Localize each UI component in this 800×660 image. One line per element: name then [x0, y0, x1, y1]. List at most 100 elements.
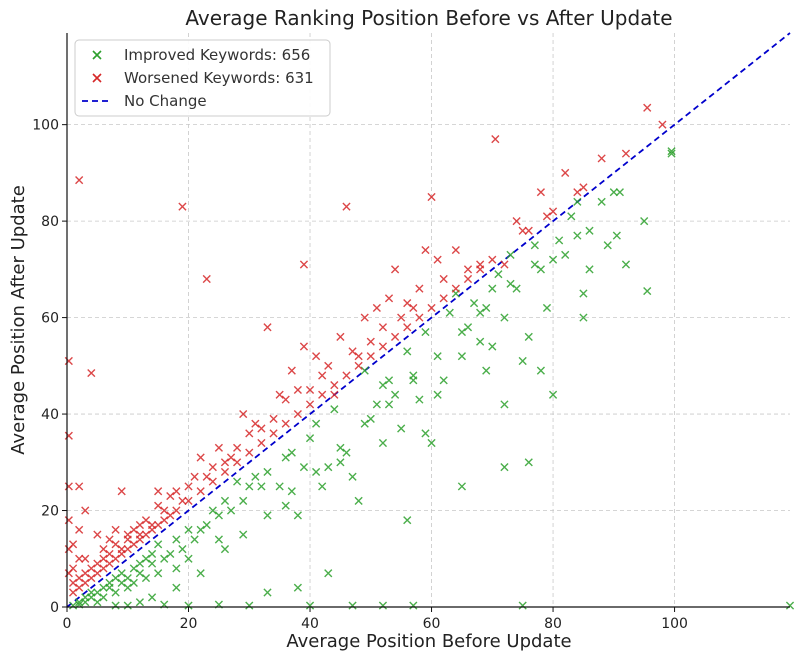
worsened-point-118	[293, 409, 302, 419]
worsened-point-81	[75, 176, 84, 185]
improved-point-94	[160, 554, 169, 563]
improved-point-89	[184, 554, 193, 563]
improved-point-158	[609, 188, 618, 197]
worsened-point-85	[64, 356, 73, 366]
worsened-point-106	[160, 516, 169, 525]
x-tick-label-3: 60	[423, 616, 441, 632]
worsened-point-62	[178, 496, 187, 505]
improved-point-12	[561, 250, 570, 259]
improved-point-32	[476, 308, 485, 317]
improved-point-86	[196, 525, 205, 534]
worsened-point-74	[111, 540, 120, 549]
worsened-point-140	[93, 530, 102, 539]
worsened-point-88	[64, 516, 73, 525]
worsened-point-141	[99, 545, 108, 554]
no-change-layer	[66, 32, 791, 608]
improved-point-35	[457, 352, 467, 361]
worsened-point-31	[348, 347, 357, 356]
worsened-point-108	[172, 506, 181, 515]
improved-point-36	[457, 482, 467, 491]
worsened-point-126	[390, 332, 400, 341]
improved-point-20	[524, 332, 533, 341]
improved-point-8	[579, 289, 588, 298]
worsened-point-125	[378, 342, 388, 351]
improved-point-51	[378, 438, 388, 448]
improved-point-60	[330, 405, 339, 414]
worsened-point-87	[64, 482, 73, 491]
improved-point-106	[123, 583, 132, 592]
worsened-point-131	[451, 284, 460, 293]
improved-point-81	[220, 496, 230, 505]
improved-point-143	[287, 487, 296, 496]
y-axis-title: Average Position After Update	[8, 185, 29, 455]
worsened-point-15	[451, 245, 460, 255]
legend-label-worsened: Worsened Keywords: 631	[124, 69, 314, 87]
improved-point-66	[299, 463, 309, 472]
worsened-point-83	[75, 573, 84, 583]
worsened-point-138	[75, 525, 84, 534]
worsened-point-123	[354, 361, 363, 370]
improved-point-156	[585, 226, 594, 235]
worsened-point-137	[68, 540, 78, 549]
worsened-point-33	[336, 332, 345, 341]
x-tick-label-2: 40	[301, 616, 319, 632]
improved-point-129	[378, 601, 388, 610]
worsened-point-107	[166, 511, 175, 520]
y-tick-label-2: 40	[41, 407, 59, 423]
worsened-point-101	[129, 540, 138, 549]
worsened-point-35	[324, 361, 333, 370]
worsened-point-54	[214, 443, 223, 452]
improved-point-24	[500, 463, 509, 472]
x-tick-label-5: 100	[661, 616, 688, 632]
worsened-point-103	[141, 530, 151, 539]
worsened-point-23	[397, 313, 406, 322]
improved-point-93	[166, 549, 175, 559]
improved-point-49	[390, 390, 400, 399]
worsened-point-37	[312, 352, 321, 361]
improved-point-68	[293, 583, 302, 592]
worsened-point-77	[93, 559, 102, 568]
improved-point-59	[336, 458, 345, 467]
improved-point-47	[403, 347, 412, 356]
worsened-point-18	[427, 192, 436, 202]
worsened-point-124	[366, 352, 375, 361]
improved-point-62	[324, 463, 333, 472]
worsened-point-29	[360, 313, 369, 322]
improved-point-155	[567, 212, 576, 221]
worsened-point-113	[233, 458, 242, 467]
worsened-point-16	[439, 274, 448, 284]
worsened-point-3	[597, 154, 606, 163]
improved-point-48	[397, 424, 406, 433]
improved-point-75	[257, 482, 266, 491]
worsened-point-139	[81, 554, 90, 563]
worsened-point-20	[415, 284, 424, 293]
improved-point-11	[573, 231, 582, 240]
improved-point-127	[305, 601, 315, 610]
worsened-point-47	[257, 424, 266, 433]
improved-point-103	[129, 578, 138, 587]
worsened-point-119	[305, 400, 315, 409]
improved-point-1	[640, 217, 649, 226]
improved-point-131	[785, 601, 795, 610]
improved-point-100	[141, 554, 151, 563]
x-tick-label-1: 20	[180, 616, 198, 632]
worsened-point-116	[269, 429, 278, 438]
improved-point-77	[245, 482, 254, 491]
worsened-point-10	[500, 260, 509, 269]
improved-point-63	[318, 482, 327, 491]
worsened-point-149	[154, 487, 163, 496]
improved-point-70	[281, 501, 290, 510]
legend: Improved Keywords: 656 Worsened Keywords:…	[74, 39, 331, 117]
improved-point-132	[409, 601, 418, 610]
legend-marker-improved	[92, 50, 102, 60]
worsened-point-110	[196, 487, 205, 496]
worsened-point-24	[390, 265, 400, 274]
worsened-point-56	[202, 274, 211, 284]
worsened-point-44	[275, 390, 284, 399]
improved-point-104	[129, 564, 138, 573]
worsened-point-117	[281, 419, 290, 428]
worsened-point-104	[147, 525, 157, 534]
worsened-point-105	[154, 520, 163, 530]
worsened-point-50	[239, 409, 248, 419]
worsened-point-48	[251, 419, 260, 428]
